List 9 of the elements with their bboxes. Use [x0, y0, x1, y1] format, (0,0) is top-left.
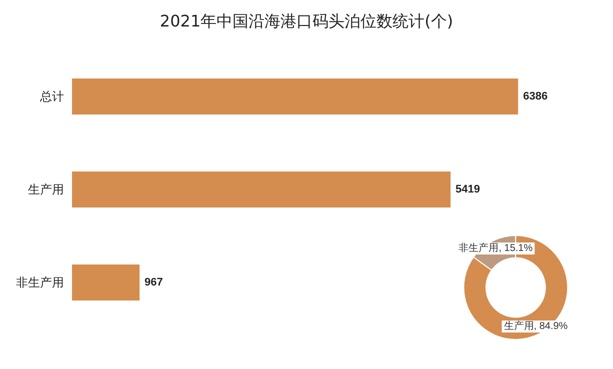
y-tick-label: 生产用: [28, 182, 64, 196]
y-tick-label: 总计: [39, 90, 64, 104]
slice-label: 非生产用, 15.1%: [458, 242, 533, 254]
y-tick-label: 非生产用: [16, 276, 64, 290]
data-label: 6386: [523, 90, 548, 102]
slice-label: 生产用, 84.9%: [504, 320, 568, 332]
chart-title: 2021年中国沿海港口码头泊位数统计(个): [160, 12, 454, 30]
data-label: 967: [144, 276, 163, 288]
data-label: 5419: [456, 184, 480, 196]
